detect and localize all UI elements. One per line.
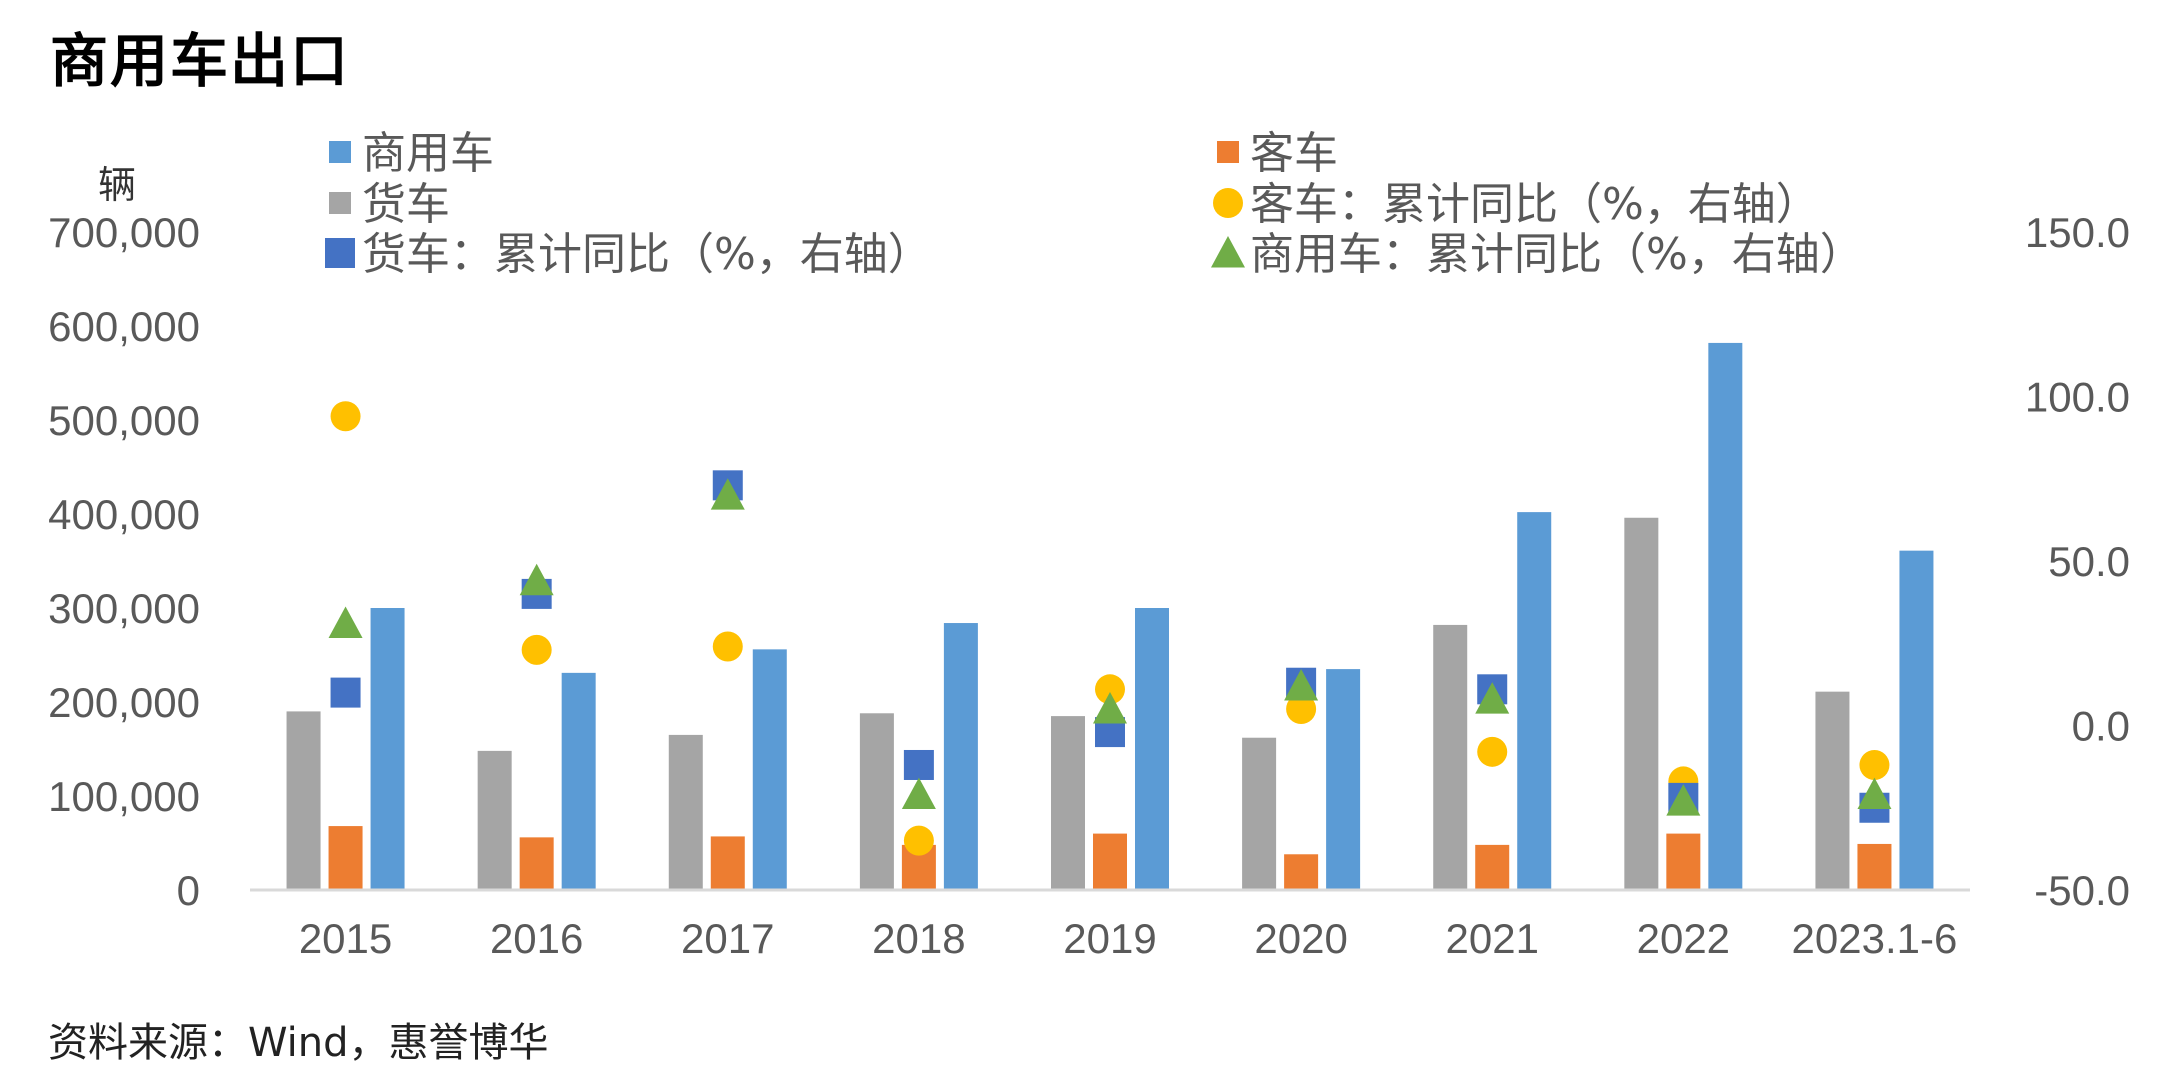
legend-label: 客车 [1250, 128, 1338, 179]
right-axis: -50.0 0.0 50.0 100.0 150.0 [2025, 209, 2130, 914]
bar-商用车 [1899, 550, 1934, 890]
bar-商用车 [1708, 342, 1743, 890]
marker-triangle [1093, 692, 1127, 724]
marker-circle [330, 401, 361, 432]
marker-triangle [1475, 682, 1510, 714]
legend-swatch [325, 238, 355, 268]
legend-label: 商用车：累计同比（%，右轴） [1250, 229, 1864, 280]
legend-swatch [1213, 188, 1243, 218]
right-axis-tick-label: 0.0 [2072, 703, 2130, 750]
marker-circle [1095, 674, 1125, 705]
legend-swatch [1217, 141, 1239, 163]
marker-triangle [1284, 669, 1319, 701]
bar-客车 [710, 836, 745, 890]
right-axis-tick-label: 100.0 [2025, 374, 2130, 421]
marker-triangle [1666, 784, 1701, 816]
bar-货车 [1242, 737, 1277, 890]
marker-circle [521, 634, 552, 665]
right-axis-tick-label: 150.0 [2025, 209, 2130, 256]
x-axis-tick-label: 2017 [681, 915, 774, 962]
left-axis-tick-label: 700,000 [48, 209, 200, 256]
left-axis-tick-label: 400,000 [48, 491, 200, 538]
legend-label: 货车：累计同比（%，右轴） [362, 229, 932, 280]
marker-circle [1286, 694, 1317, 725]
right-axis-tick-label: 50.0 [2048, 538, 2130, 585]
bar-客车 [1475, 844, 1510, 890]
bar-货车 [286, 711, 321, 890]
bar-货车 [1433, 624, 1468, 890]
bar-货车 [1051, 716, 1085, 890]
legend-label: 商用车 [362, 128, 494, 179]
left-axis-unit-label: 辆 [98, 163, 137, 207]
legend-swatch [329, 192, 351, 214]
legend-label: 客车：累计同比（%，右轴） [1250, 179, 1820, 230]
bar-商用车 [561, 672, 596, 890]
x-axis-tick-label: 2023.1-6 [1792, 915, 1958, 962]
bar-商用车 [370, 608, 405, 890]
bar-商用车 [1135, 608, 1169, 890]
left-axis-tick-label: 600,000 [48, 303, 200, 350]
legend-label: 货车 [362, 179, 450, 230]
bar-series [286, 342, 1934, 890]
x-axis-tick-label: 2018 [872, 915, 965, 962]
x-axis-tick-label: 2015 [299, 915, 392, 962]
bar-客车 [1093, 833, 1127, 890]
bar-货车 [668, 734, 703, 890]
marker-circle [1859, 749, 1890, 780]
bar-货车 [477, 750, 512, 890]
source-note: 资料来源：Wind，惠誉博华 [48, 1020, 549, 1066]
marker-triangle [710, 478, 745, 510]
legend-swatch [329, 141, 351, 163]
chart-title: 商用车出口 [50, 27, 351, 95]
left-axis-tick-label: 200,000 [48, 679, 200, 726]
bar-货车 [1624, 517, 1659, 890]
x-axis-tick-label: 2022 [1637, 915, 1730, 962]
bar-客车 [1666, 833, 1701, 890]
left-axis: 0 100,000 200,000 300,000 400,000 500,000 600,… [48, 209, 200, 914]
bar-货车 [859, 713, 894, 890]
left-axis-tick-label: 0 [177, 867, 200, 914]
marker-triangle [1857, 777, 1892, 810]
marker-circle [712, 631, 743, 662]
bar-商用车 [752, 649, 787, 890]
left-axis-tick-label: 300,000 [48, 585, 200, 632]
left-axis-tick-label: 100,000 [48, 773, 200, 820]
bar-客车 [1284, 854, 1319, 890]
bar-货车 [1815, 691, 1850, 890]
marker-circle [1477, 736, 1508, 767]
bar-客车 [519, 837, 554, 890]
bar-客车 [1857, 843, 1892, 890]
yoy-markers [328, 401, 1892, 856]
marker-triangle [901, 777, 936, 810]
left-axis-tick-label: 500,000 [48, 397, 200, 444]
bar-商用车 [1517, 512, 1552, 890]
x-axis-tick-label: 2019 [1063, 915, 1156, 962]
x-axis: 2015 2016 2017 2018 2019 2020 2021 2022 2023.1-6 [299, 915, 1958, 962]
marker-circle [903, 825, 934, 856]
bar-商用车 [943, 623, 978, 890]
bar-客车 [328, 826, 363, 890]
x-axis-tick-label: 2021 [1446, 915, 1539, 962]
marker-square [903, 749, 934, 780]
x-axis-tick-label: 2020 [1254, 915, 1347, 962]
marker-triangle [519, 563, 554, 596]
x-axis-tick-label: 2016 [490, 915, 583, 962]
bar-商用车 [1326, 669, 1361, 890]
right-axis-tick-label: -50.0 [2034, 867, 2130, 914]
legend-swatch [1211, 236, 1245, 268]
marker-triangle [328, 606, 363, 638]
marker-square [330, 677, 361, 708]
